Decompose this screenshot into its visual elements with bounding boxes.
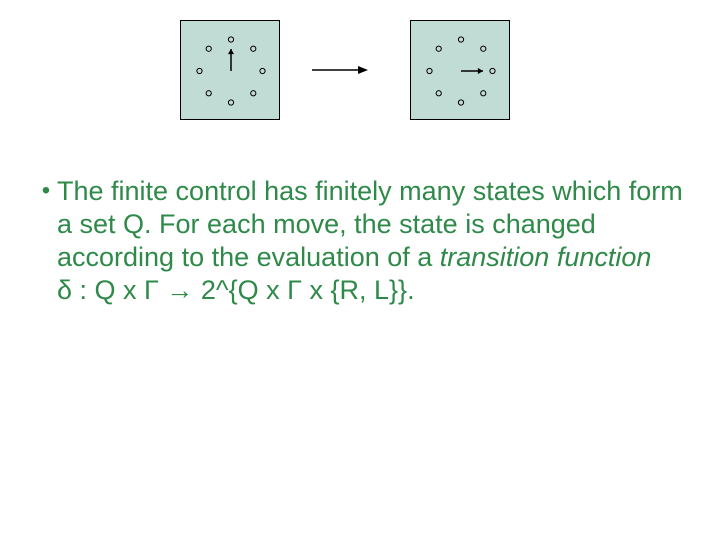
- clock-left: [181, 21, 281, 121]
- bullet-text: The finite control has finitely many sta…: [57, 175, 685, 274]
- state-box-left: [180, 20, 280, 120]
- bullet-item: • The finite control has finitely many s…: [35, 175, 685, 274]
- bullet-marker: •: [35, 175, 57, 207]
- bullet-block: • The finite control has finitely many s…: [35, 175, 685, 307]
- state-diagram: [180, 20, 540, 130]
- bullet-text-italic: transition function: [440, 242, 652, 272]
- slide: • The finite control has finitely many s…: [0, 0, 720, 540]
- bullet-formula: δ : Q x Γ → 2^{Q x Γ x {R, L}}.: [57, 274, 685, 307]
- clock-right: [411, 21, 511, 121]
- transition-arrow-icon: [310, 60, 370, 80]
- state-box-right: [410, 20, 510, 120]
